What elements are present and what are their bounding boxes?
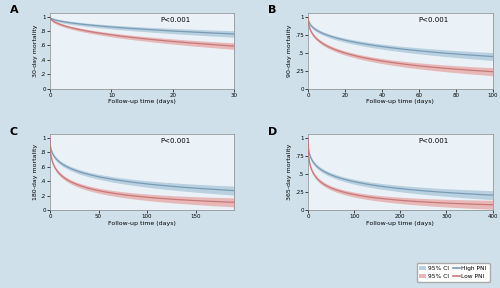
Y-axis label: 30-day mortality: 30-day mortality <box>33 25 38 77</box>
Text: A: A <box>10 5 18 15</box>
Text: C: C <box>10 127 18 137</box>
Text: P<0.001: P<0.001 <box>160 138 191 144</box>
X-axis label: Follow-up time (days): Follow-up time (days) <box>108 221 176 226</box>
Y-axis label: 365-day mortality: 365-day mortality <box>288 144 292 200</box>
Text: P<0.001: P<0.001 <box>419 17 449 23</box>
Text: D: D <box>268 127 277 137</box>
Text: P<0.001: P<0.001 <box>160 17 191 23</box>
X-axis label: Follow-up time (days): Follow-up time (days) <box>108 99 176 104</box>
X-axis label: Follow-up time (days): Follow-up time (days) <box>366 99 434 104</box>
Text: B: B <box>268 5 276 15</box>
Legend: 95% CI, 95% CI, High PNI, Low PNI: 95% CI, 95% CI, High PNI, Low PNI <box>416 263 490 282</box>
Text: P<0.001: P<0.001 <box>419 138 449 144</box>
Y-axis label: 180-day mortality: 180-day mortality <box>33 144 38 200</box>
X-axis label: Follow-up time (days): Follow-up time (days) <box>366 221 434 226</box>
Y-axis label: 90-day mortality: 90-day mortality <box>288 25 292 77</box>
